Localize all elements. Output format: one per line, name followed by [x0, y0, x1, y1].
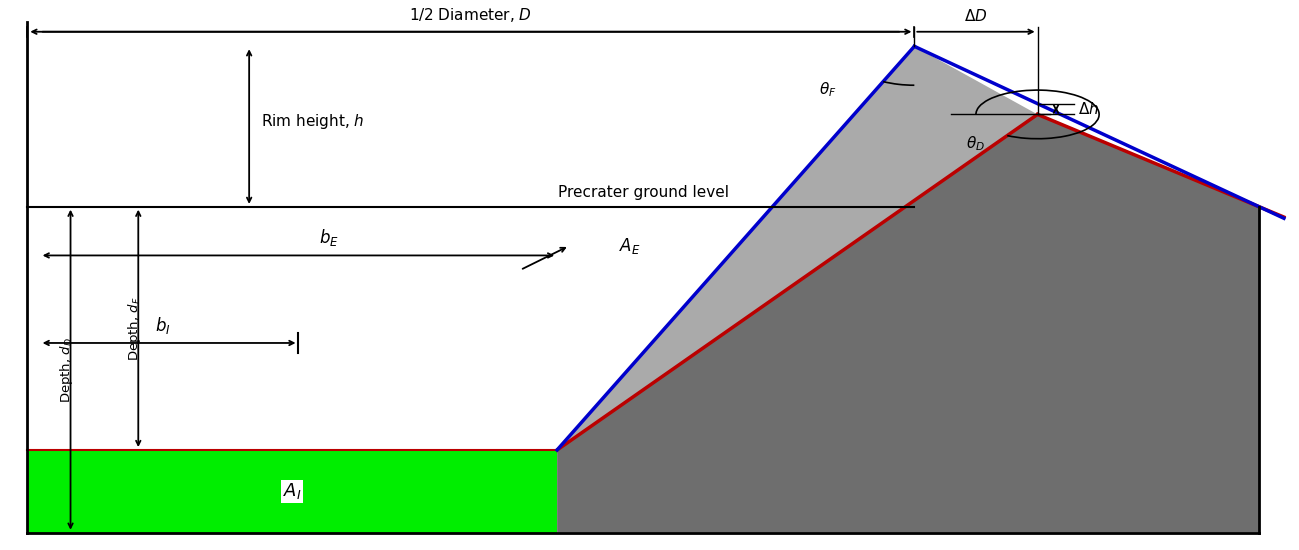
- Text: Depth, $d_D$: Depth, $d_D$: [58, 337, 75, 403]
- Polygon shape: [27, 450, 557, 532]
- Text: Rim height, $h$: Rim height, $h$: [261, 112, 365, 131]
- Text: Precrater ground level: Precrater ground level: [557, 184, 729, 200]
- Text: $A_E$: $A_E$: [618, 236, 640, 256]
- Polygon shape: [557, 46, 1038, 450]
- Text: $A_I$: $A_I$: [283, 481, 301, 501]
- Polygon shape: [557, 114, 1259, 532]
- Text: $\Delta D$: $\Delta D$: [964, 8, 987, 24]
- Text: 1/2 Diameter, $D$: 1/2 Diameter, $D$: [409, 7, 533, 24]
- Text: $b_E$: $b_E$: [320, 227, 339, 248]
- Text: $\Delta h$: $\Delta h$: [1078, 101, 1099, 117]
- Text: Depth, $d_F$: Depth, $d_F$: [126, 296, 143, 361]
- Text: $\theta_D$: $\theta_D$: [966, 134, 986, 153]
- Text: $\theta_F$: $\theta_F$: [820, 81, 837, 100]
- Text: $b_I$: $b_I$: [155, 315, 170, 336]
